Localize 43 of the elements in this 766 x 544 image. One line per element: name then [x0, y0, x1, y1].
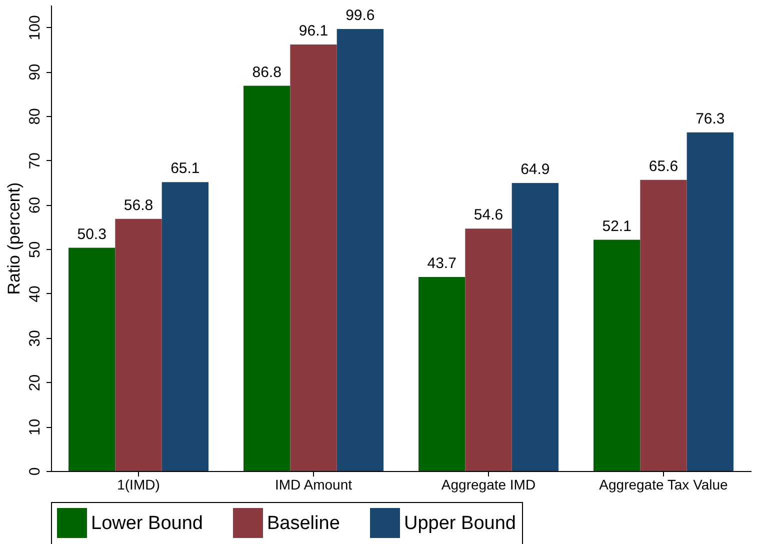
data-label: 52.1: [602, 218, 632, 235]
y-tick-label: 70: [26, 152, 44, 170]
bar: [418, 277, 466, 471]
y-tick-label: 60: [26, 196, 44, 214]
y-tick-label: 30: [26, 330, 44, 347]
bar: [512, 182, 558, 471]
bar: [244, 86, 290, 471]
data-label: 65.1: [170, 160, 200, 178]
y-axis-title: Ratio (percent): [4, 182, 24, 295]
y-tick-label: 90: [26, 64, 44, 80]
data-label: 54.6: [474, 206, 504, 224]
legend-label: Baseline: [267, 513, 340, 534]
y-tick-label: 20: [26, 374, 44, 392]
data-label: 64.9: [520, 160, 550, 178]
data-label: 99.6: [346, 6, 375, 24]
bar: [465, 228, 512, 471]
x-tick-label: Aggregate Tax Value: [599, 476, 728, 492]
bar: [336, 28, 384, 471]
y-tick-label: 40: [26, 286, 44, 302]
y-tick-label: 80: [26, 108, 44, 125]
data-label: 56.8: [124, 196, 154, 214]
bar: [115, 218, 162, 471]
bar: [162, 182, 208, 471]
data-label: 96.1: [298, 22, 328, 40]
y-tick-label: 100: [26, 15, 44, 40]
y-tick-label: 10: [26, 418, 44, 436]
x-tick-label: IMD Amount: [274, 476, 352, 492]
legend-label: Lower Bound: [91, 513, 203, 534]
bar: [594, 240, 640, 471]
data-label: 50.3: [77, 226, 106, 243]
x-tick-label: 1(IMD): [117, 476, 160, 492]
data-label: 86.8: [252, 64, 282, 81]
bar: [640, 180, 687, 471]
bar: [290, 44, 337, 471]
legend-label: Upper Bound: [404, 513, 516, 534]
data-label: 43.7: [427, 255, 456, 272]
bar: [686, 132, 734, 471]
y-tick-label: 0: [26, 467, 44, 476]
y-tick-label: 50: [26, 241, 44, 258]
bar: [68, 248, 116, 471]
data-label: 76.3: [696, 110, 725, 128]
x-tick-label: Aggregate IMD: [441, 476, 536, 492]
data-label: 65.6: [648, 158, 678, 175]
